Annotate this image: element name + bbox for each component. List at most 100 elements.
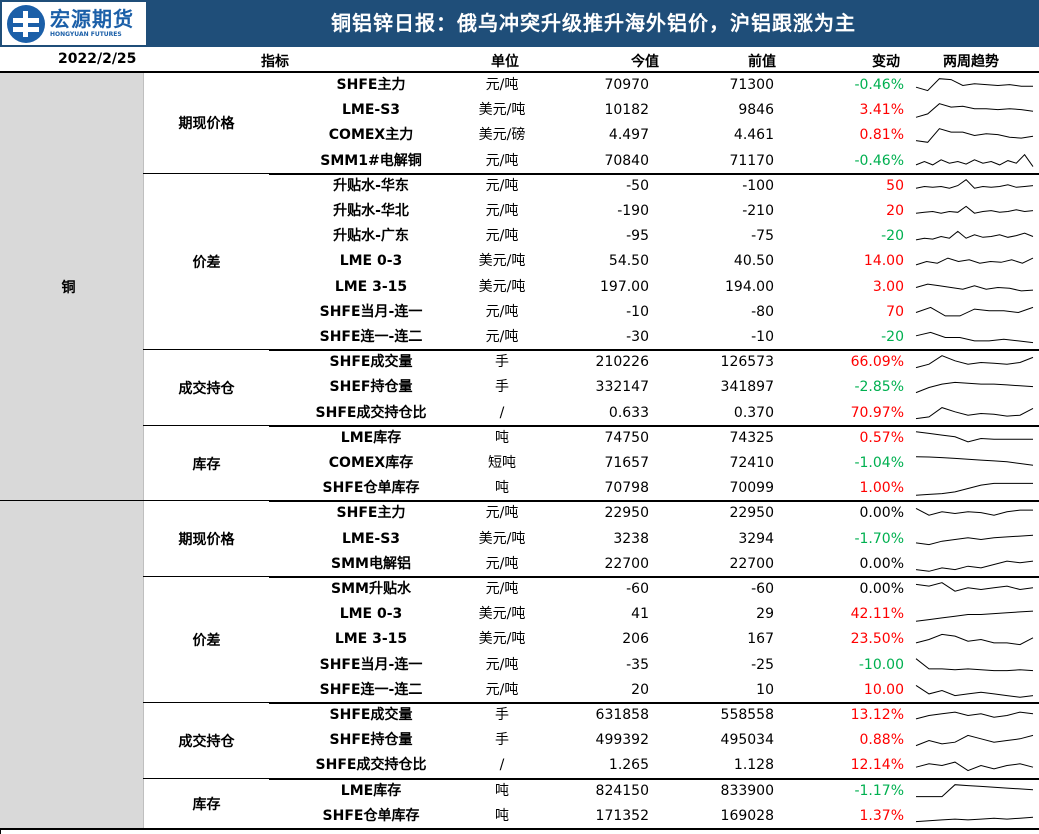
unit-value: 元/吨 bbox=[485, 329, 519, 345]
change-value: 14.00 bbox=[863, 253, 904, 270]
trend-line bbox=[915, 382, 1034, 394]
current-value: 70798 bbox=[604, 480, 649, 497]
current-value: 22950 bbox=[604, 505, 649, 522]
unit-value: 美元/吨 bbox=[478, 253, 526, 270]
table-row: COMEX主力 美元/磅 4.497 4.461 0.81% bbox=[269, 123, 1039, 148]
trend-line bbox=[915, 406, 1034, 419]
trend-sparkline bbox=[915, 205, 1034, 214]
current-value: 70840 bbox=[604, 152, 649, 169]
current-value: 499392 bbox=[595, 732, 649, 749]
unit-value: 短吨 bbox=[488, 455, 516, 471]
unit-value: 美元/吨 bbox=[478, 530, 526, 547]
previous-value: -80 bbox=[751, 303, 774, 320]
previous-value: -60 bbox=[751, 581, 774, 597]
trend-line bbox=[915, 431, 1033, 443]
unit-value: / bbox=[499, 757, 505, 774]
current-value: -35 bbox=[626, 656, 649, 673]
previous-value: 4.461 bbox=[733, 127, 774, 144]
change-value: 0.00% bbox=[859, 581, 904, 597]
group-separator bbox=[143, 172, 1039, 175]
group-separator bbox=[143, 702, 1039, 704]
change-value: -1.17% bbox=[854, 782, 904, 799]
previous-value: 29 bbox=[756, 606, 774, 623]
previous-value: -75 bbox=[751, 228, 774, 245]
trend-line bbox=[915, 508, 1033, 517]
unit-value: 元/吨 bbox=[485, 152, 519, 169]
change-value: 1.37% bbox=[859, 807, 904, 824]
unit-value: 元/吨 bbox=[485, 203, 519, 219]
change-value: 0.00% bbox=[859, 505, 904, 522]
current-value: -50 bbox=[626, 177, 649, 194]
current-value: 210226 bbox=[595, 354, 649, 371]
table-row: 升贴水-广东 元/吨 -95 -75 -20 bbox=[269, 224, 1039, 249]
previous-value: 341897 bbox=[720, 379, 774, 396]
trend-line bbox=[915, 816, 1034, 822]
current-value: 3238 bbox=[613, 530, 649, 547]
trend-sparkline bbox=[915, 306, 1034, 317]
change-value: 23.50% bbox=[850, 631, 904, 648]
trend-sparkline bbox=[915, 283, 1034, 291]
current-value: 54.50 bbox=[608, 253, 649, 270]
indicator-name: LME库存 bbox=[340, 429, 402, 446]
column-header-indicator: 指标 bbox=[261, 54, 289, 70]
change-value: 0.57% bbox=[859, 429, 904, 446]
indicator-name: LME 0-3 bbox=[339, 606, 403, 623]
trend-sparkline bbox=[915, 431, 1033, 443]
previous-value: 833900 bbox=[720, 782, 774, 799]
unit-value: 元/吨 bbox=[485, 77, 519, 93]
table-row: SHFE成交持仓比 / 0.633 0.370 70.97% bbox=[269, 401, 1039, 426]
current-value: -95 bbox=[626, 228, 649, 245]
previous-value: 71300 bbox=[729, 77, 774, 93]
trend-line bbox=[915, 257, 1034, 266]
indicator-name: SHFE主力 bbox=[336, 77, 406, 93]
logo-mark-icon bbox=[7, 4, 45, 43]
current-value: 1.265 bbox=[608, 757, 649, 774]
trend-sparkline bbox=[915, 230, 1034, 241]
table-row: LME 0-3 美元/吨 54.50 40.50 14.00 bbox=[269, 249, 1039, 274]
previous-value: 22950 bbox=[729, 505, 774, 522]
report-header-bar: 宏源期货 HONGYUAN FUTURES 铜铝锌日报：俄乌冲突升级推升海外铝价… bbox=[0, 0, 1039, 47]
indicator-name: SHEF持仓量 bbox=[329, 379, 413, 396]
trend-sparkline bbox=[915, 483, 1033, 496]
table-row: LME 0-3 美元/吨 41 29 42.11% bbox=[269, 602, 1039, 627]
trend-line bbox=[915, 78, 1033, 92]
trend-sparkline bbox=[915, 78, 1033, 92]
trend-line bbox=[915, 103, 1034, 118]
change-value: -0.46% bbox=[854, 152, 904, 169]
report-title: 铜铝锌日报：俄乌冲突升级推升海外铝价，沪铝跟涨为主 bbox=[331, 11, 856, 35]
change-value: 12.14% bbox=[850, 757, 904, 774]
current-value: 171352 bbox=[595, 807, 649, 824]
table-row: LME-S3 美元/吨 10182 9846 3.41% bbox=[269, 98, 1039, 123]
category-label: 期现价格 bbox=[143, 501, 269, 577]
trend-line bbox=[915, 657, 1034, 671]
current-value: 10182 bbox=[604, 102, 649, 119]
current-value: 71657 bbox=[604, 455, 649, 471]
indicator-name: LME 0-3 bbox=[339, 253, 403, 270]
change-value: -10.00 bbox=[858, 656, 904, 673]
trend-line bbox=[916, 783, 1034, 797]
unit-value: / bbox=[499, 404, 505, 421]
trend-sparkline bbox=[915, 331, 1034, 344]
indicator-name: LME 3-15 bbox=[334, 631, 408, 648]
table-row: COMEX库存 短吨 71657 72410 -1.04% bbox=[269, 451, 1039, 476]
table-row: SMM升贴水 元/吨 -60 -60 0.00% bbox=[269, 577, 1039, 602]
table-row: SHFE主力 元/吨 70970 71300 -0.46% bbox=[269, 73, 1039, 98]
change-value: -1.04% bbox=[854, 455, 904, 471]
trend-sparkline bbox=[915, 128, 1034, 144]
current-value: 20 bbox=[631, 681, 649, 698]
indicator-name: COMEX库存 bbox=[328, 455, 414, 471]
trend-sparkline bbox=[915, 560, 1034, 572]
indicator-name: 升贴水-广东 bbox=[333, 228, 409, 245]
previous-value: 71170 bbox=[729, 152, 774, 169]
trend-line bbox=[915, 128, 1034, 144]
change-value: 66.09% bbox=[850, 354, 904, 371]
trend-line bbox=[915, 634, 1034, 646]
trend-line bbox=[915, 735, 1034, 747]
trend-sparkline bbox=[915, 735, 1034, 747]
trend-line bbox=[915, 306, 1034, 317]
table-row: SHFE当月-连一 元/吨 -35 -25 -10.00 bbox=[269, 653, 1039, 678]
current-value: 41 bbox=[631, 606, 649, 623]
trend-sparkline bbox=[915, 610, 1034, 622]
trend-sparkline bbox=[915, 634, 1034, 646]
trend-line bbox=[915, 534, 1034, 545]
